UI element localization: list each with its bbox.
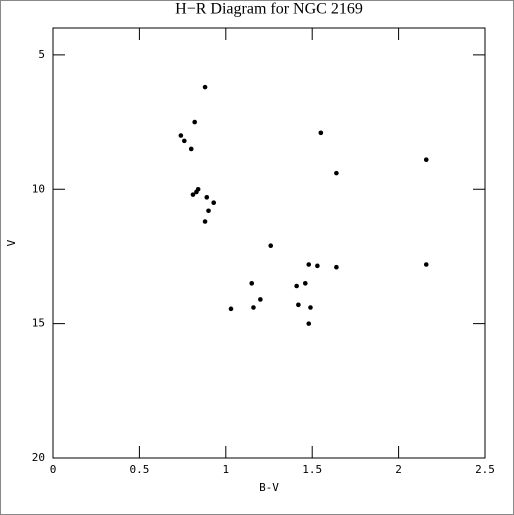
point: [302, 281, 308, 286]
chart-title: H−R Diagram for NGC 2169: [175, 1, 363, 18]
point: [178, 133, 184, 138]
x-tick-label: 1: [222, 463, 229, 476]
point: [192, 119, 197, 125]
point: [251, 305, 256, 310]
point: [249, 281, 255, 286]
y-tick-label: 20: [32, 451, 45, 464]
point: [315, 263, 320, 269]
x-tick-label: 0: [50, 463, 57, 476]
x-tick-label: 0.5: [129, 463, 149, 476]
point: [296, 302, 301, 308]
point: [194, 189, 199, 195]
point: [228, 306, 234, 312]
point: [182, 138, 187, 144]
x-tick-label: 1.5: [302, 463, 322, 476]
point: [206, 208, 211, 214]
point: [308, 305, 313, 310]
point: [306, 321, 312, 326]
x-tick-label: 2.5: [475, 463, 495, 476]
point: [202, 219, 208, 224]
x-axis-label: B-V: [259, 481, 279, 494]
point: [423, 157, 429, 162]
point: [204, 195, 210, 200]
point: [268, 243, 274, 248]
point: [318, 130, 324, 136]
point: [211, 200, 217, 205]
point: [202, 84, 208, 90]
point: [306, 262, 312, 267]
x-tick-label: 2: [395, 463, 402, 476]
point: [334, 264, 339, 270]
point: [258, 297, 263, 302]
point: [334, 170, 339, 176]
point: [190, 192, 196, 197]
y-tick-label: 5: [38, 48, 45, 61]
plot-area: [52, 27, 486, 459]
point: [294, 283, 299, 289]
y-tick-label: 15: [32, 317, 45, 330]
y-axis-label: V: [5, 239, 18, 246]
y-tick-label: 10: [32, 182, 45, 195]
point: [188, 146, 194, 152]
point: [423, 262, 429, 267]
